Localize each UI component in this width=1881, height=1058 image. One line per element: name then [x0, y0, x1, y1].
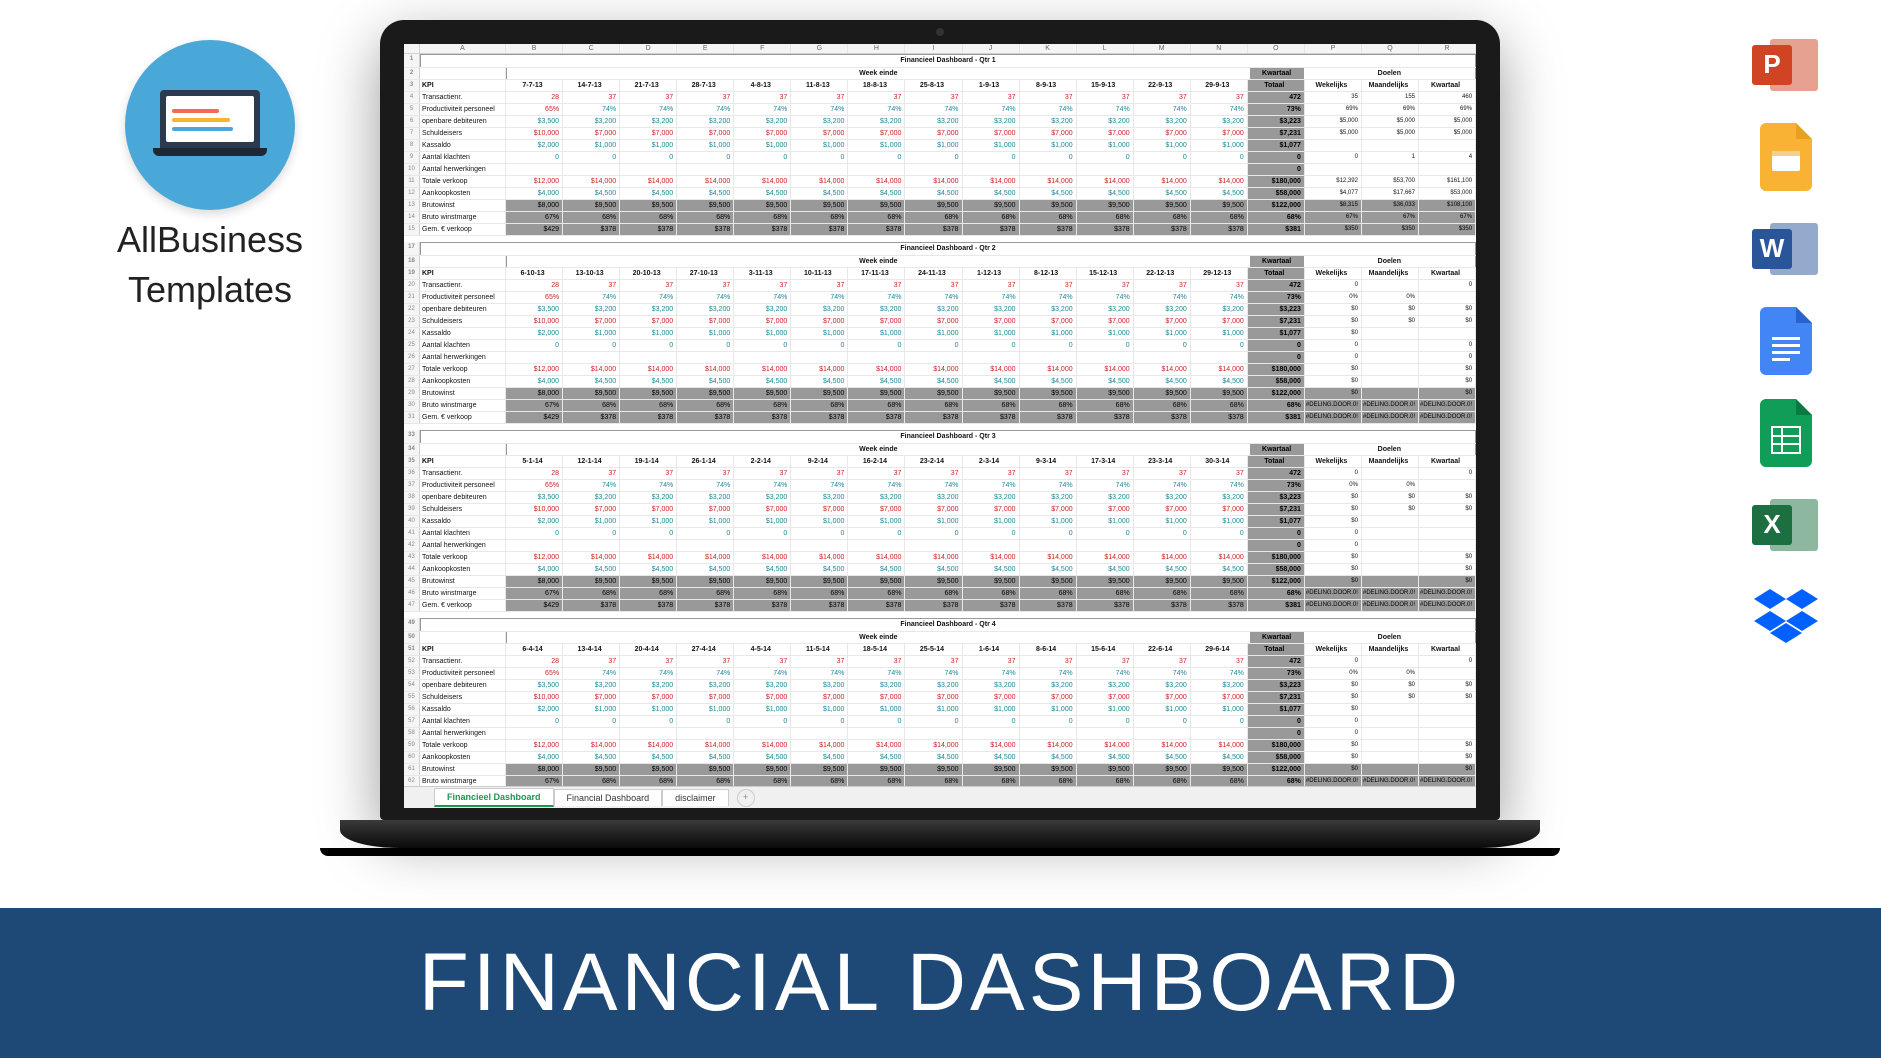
kpi-row: 21Productiviteit personeel65%74%74%74%74…: [404, 292, 1476, 304]
dropbox-icon[interactable]: [1751, 582, 1821, 652]
kpi-row: 44Aankoopkosten$4,000$4,500$4,500$4,500$…: [404, 564, 1476, 576]
kpi-row: 54openbare debiteuren$3,500$3,200$3,200$…: [404, 680, 1476, 692]
quarter-title: Financieel Dashboard - Qtr 3: [420, 430, 1476, 443]
kpi-row: 22openbare debiteuren$3,500$3,200$3,200$…: [404, 304, 1476, 316]
word-icon[interactable]: W: [1751, 214, 1821, 284]
kpi-row: 4Transactienr.28373737373737373737373737…: [404, 92, 1476, 104]
title-banner: FINANCIAL DASHBOARD: [0, 908, 1881, 1058]
kpi-row: 11Totale verkoop$12,000$14,000$14,000$14…: [404, 176, 1476, 188]
kpi-row: 57Aantal klachten000000000000000: [404, 716, 1476, 728]
sheet-tab-1[interactable]: Financial Dashboard: [554, 789, 663, 806]
kpi-row: 25Aantal klachten0000000000000000: [404, 340, 1476, 352]
kpi-row: 29Brutowinst$8,000$9,500$9,500$9,500$9,5…: [404, 388, 1476, 400]
kpi-row: 12Aankoopkosten$4,000$4,500$4,500$4,500$…: [404, 188, 1476, 200]
sheet-tab-2[interactable]: disclaimer: [662, 789, 729, 806]
kpi-row: 43Totale verkoop$12,000$14,000$14,000$14…: [404, 552, 1476, 564]
kpi-row: 58Aantal herwerkingen00: [404, 728, 1476, 740]
kpi-row: 46Bruto winstmarge67%68%68%68%68%68%68%6…: [404, 588, 1476, 600]
slides-icon[interactable]: [1751, 122, 1821, 192]
kpi-row: 13Brutowinst$8,000$9,500$9,500$9,500$9,5…: [404, 200, 1476, 212]
docs-icon[interactable]: [1751, 306, 1821, 376]
camera-icon: [936, 28, 944, 36]
sheet-tab-active[interactable]: Financieel Dashboard: [434, 788, 554, 807]
kpi-row: 61Brutowinst$8,000$9,500$9,500$9,500$9,5…: [404, 764, 1476, 776]
kpi-row: 8Kassaldo$2,000$1,000$1,000$1,000$1,000$…: [404, 140, 1476, 152]
kpi-row: 39Schuldeisers$10,000$7,000$7,000$7,000$…: [404, 504, 1476, 516]
kpi-row: 37Productiviteit personeel65%74%74%74%74…: [404, 480, 1476, 492]
kpi-row: 9Aantal klachten00000000000000014: [404, 152, 1476, 164]
kpi-row: 52Transactienr.2837373737373737373737373…: [404, 656, 1476, 668]
kpi-row: 26Aantal herwerkingen000: [404, 352, 1476, 364]
kpi-row: 24Kassaldo$2,000$1,000$1,000$1,000$1,000…: [404, 328, 1476, 340]
kpi-row: 55Schuldeisers$10,000$7,000$7,000$7,000$…: [404, 692, 1476, 704]
logo-text-2: Templates: [80, 270, 340, 310]
excel-icon[interactable]: X: [1751, 490, 1821, 560]
kpi-row: 53Productiviteit personeel65%74%74%74%74…: [404, 668, 1476, 680]
kpi-row: 59Totale verkoop$12,000$14,000$14,000$14…: [404, 740, 1476, 752]
kpi-row: 45Brutowinst$8,000$9,500$9,500$9,500$9,5…: [404, 576, 1476, 588]
kpi-row: 10Aantal herwerkingen0: [404, 164, 1476, 176]
kpi-row: 6openbare debiteuren$3,500$3,200$3,200$3…: [404, 116, 1476, 128]
svg-text:X: X: [1763, 509, 1781, 539]
powerpoint-icon[interactable]: P: [1751, 30, 1821, 100]
logo-circle: [125, 40, 295, 210]
kpi-row: 14Bruto winstmarge67%68%68%68%68%68%68%6…: [404, 212, 1476, 224]
brand-logo: AllBusiness Templates: [80, 40, 340, 309]
banner-text: FINANCIAL DASHBOARD: [419, 936, 1462, 1030]
app-icons-sidebar: P W X: [1751, 30, 1821, 652]
quarter-title: Financieel Dashboard - Qtr 2: [420, 242, 1476, 255]
kpi-row: 56Kassaldo$2,000$1,000$1,000$1,000$1,000…: [404, 704, 1476, 716]
kpi-row: 23Schuldeisers$10,000$7,000$7,000$7,000$…: [404, 316, 1476, 328]
sheets-icon[interactable]: [1751, 398, 1821, 468]
svg-text:P: P: [1763, 49, 1780, 79]
kpi-row: 42Aantal herwerkingen00: [404, 540, 1476, 552]
add-sheet-button[interactable]: +: [737, 789, 755, 807]
kpi-row: 31Gem. € verkoop$429$378$378$378$378$378…: [404, 412, 1476, 424]
kpi-row: 38openbare debiteuren$3,500$3,200$3,200$…: [404, 492, 1476, 504]
kpi-row: 36Transactienr.2837373737373737373737373…: [404, 468, 1476, 480]
sheet-tabs: Financieel Dashboard Financial Dashboard…: [404, 786, 1476, 808]
kpi-row: 27Totale verkoop$12,000$14,000$14,000$14…: [404, 364, 1476, 376]
kpi-row: 30Bruto winstmarge67%68%68%68%68%68%68%6…: [404, 400, 1476, 412]
kpi-row: 40Kassaldo$2,000$1,000$1,000$1,000$1,000…: [404, 516, 1476, 528]
laptop-mockup: ABCDEFGHIJKLMNOPQR1Financieel Dashboard …: [380, 20, 1500, 856]
kpi-row: 5Productiviteit personeel65%74%74%74%74%…: [404, 104, 1476, 116]
spreadsheet: ABCDEFGHIJKLMNOPQR1Financieel Dashboard …: [404, 44, 1476, 800]
kpi-row: 15Gem. € verkoop$429$378$378$378$378$378…: [404, 224, 1476, 236]
kpi-row: 60Aankoopkosten$4,000$4,500$4,500$4,500$…: [404, 752, 1476, 764]
kpi-row: 20Transactienr.2837373737373737373737373…: [404, 280, 1476, 292]
kpi-row: 47Gem. € verkoop$429$378$378$378$378$378…: [404, 600, 1476, 612]
svg-text:W: W: [1760, 233, 1785, 263]
quarter-title: Financieel Dashboard - Qtr 1: [420, 54, 1476, 67]
logo-text-1: AllBusiness: [80, 220, 340, 260]
kpi-row: 7Schuldeisers$10,000$7,000$7,000$7,000$7…: [404, 128, 1476, 140]
kpi-row: 41Aantal klachten000000000000000: [404, 528, 1476, 540]
quarter-title: Financieel Dashboard - Qtr 4: [420, 618, 1476, 631]
kpi-row: 28Aankoopkosten$4,000$4,500$4,500$4,500$…: [404, 376, 1476, 388]
